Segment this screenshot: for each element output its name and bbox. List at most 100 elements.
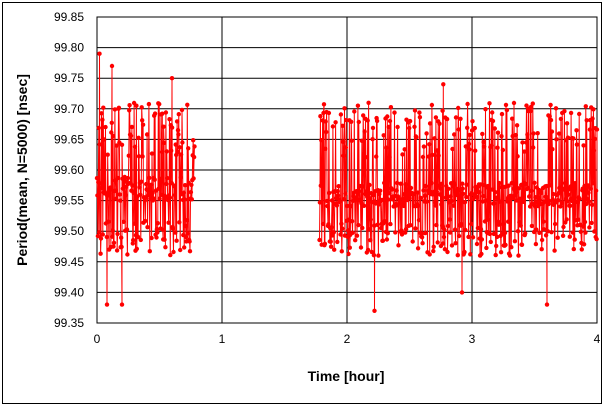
data-point — [447, 217, 452, 222]
data-point — [387, 154, 392, 160]
data-point — [576, 217, 581, 222]
data-point — [171, 249, 176, 255]
data-point — [586, 190, 591, 195]
data-point — [174, 119, 180, 124]
data-point — [328, 244, 334, 249]
data-point — [412, 124, 417, 129]
data-point — [170, 226, 176, 231]
data-point — [446, 186, 451, 191]
data-point — [352, 109, 357, 114]
data-point — [140, 122, 146, 127]
data-point — [125, 175, 131, 181]
data-point — [442, 227, 447, 233]
data-point — [340, 123, 345, 128]
data-point — [368, 238, 373, 243]
data-point — [334, 203, 340, 208]
data-point — [168, 252, 173, 258]
data-point — [345, 203, 350, 209]
data-point — [346, 251, 351, 257]
data-point — [512, 193, 517, 198]
data-point — [475, 194, 480, 200]
data-point — [387, 118, 393, 124]
data-point — [144, 181, 149, 187]
data-point — [452, 227, 458, 232]
data-point — [356, 222, 361, 228]
data-point — [341, 153, 346, 158]
data-point — [430, 152, 435, 158]
data-point — [411, 191, 416, 196]
data-point — [339, 249, 344, 254]
data-point — [337, 199, 343, 204]
data-point — [119, 244, 124, 250]
data-point — [120, 186, 126, 191]
data-point — [343, 191, 348, 196]
data-point — [531, 145, 536, 150]
data-point — [426, 154, 431, 159]
data-point — [104, 234, 110, 240]
data-point — [114, 196, 119, 201]
data-point — [401, 203, 406, 209]
data-point — [481, 193, 486, 199]
data-point — [381, 133, 386, 138]
data-point — [192, 144, 197, 149]
data-point — [150, 190, 155, 196]
data-point — [516, 253, 521, 258]
data-point — [450, 146, 455, 152]
data-point — [114, 248, 120, 253]
data-point — [495, 145, 500, 150]
data-point — [370, 125, 376, 131]
data-point — [453, 241, 458, 246]
data-point — [325, 203, 330, 209]
data-point — [146, 192, 151, 198]
data-point — [161, 124, 166, 129]
data-point — [385, 114, 390, 119]
data-point — [544, 302, 550, 307]
data-point — [180, 140, 185, 145]
data-point — [456, 105, 461, 111]
data-point — [484, 245, 489, 251]
data-point — [152, 111, 158, 116]
data-point — [189, 182, 194, 188]
data-point — [329, 225, 334, 230]
data-point — [407, 196, 412, 201]
data-point — [126, 153, 131, 158]
data-point — [504, 107, 510, 113]
data-point — [407, 125, 412, 131]
data-point — [572, 181, 578, 186]
data-point — [570, 230, 576, 235]
data-point — [592, 229, 597, 234]
data-point — [423, 184, 429, 189]
data-point — [169, 125, 175, 130]
data-point — [402, 192, 407, 197]
data-point — [123, 192, 128, 198]
data-point — [335, 189, 340, 194]
data-point — [527, 194, 532, 199]
data-point — [116, 105, 122, 111]
data-point — [455, 253, 460, 258]
data-point — [146, 101, 152, 107]
data-point — [375, 222, 380, 227]
data-point — [460, 186, 465, 191]
data-point — [449, 243, 455, 248]
data-point — [491, 231, 497, 237]
x-tick-label: 4 — [594, 332, 601, 346]
data-point — [483, 198, 489, 203]
data-point — [182, 197, 187, 202]
data-point — [187, 239, 192, 244]
data-point — [440, 108, 445, 113]
data-point — [110, 234, 115, 239]
data-point — [324, 129, 329, 135]
data-point — [149, 151, 155, 156]
data-point — [138, 237, 143, 243]
data-point — [324, 198, 330, 204]
data-point — [183, 223, 188, 229]
data-point — [129, 124, 135, 130]
data-point — [469, 221, 474, 227]
data-point — [157, 101, 162, 107]
data-point — [119, 235, 124, 240]
data-point — [416, 217, 422, 223]
data-point — [189, 197, 194, 202]
data-point — [494, 243, 499, 249]
data-point — [574, 142, 580, 147]
data-point — [515, 229, 521, 234]
